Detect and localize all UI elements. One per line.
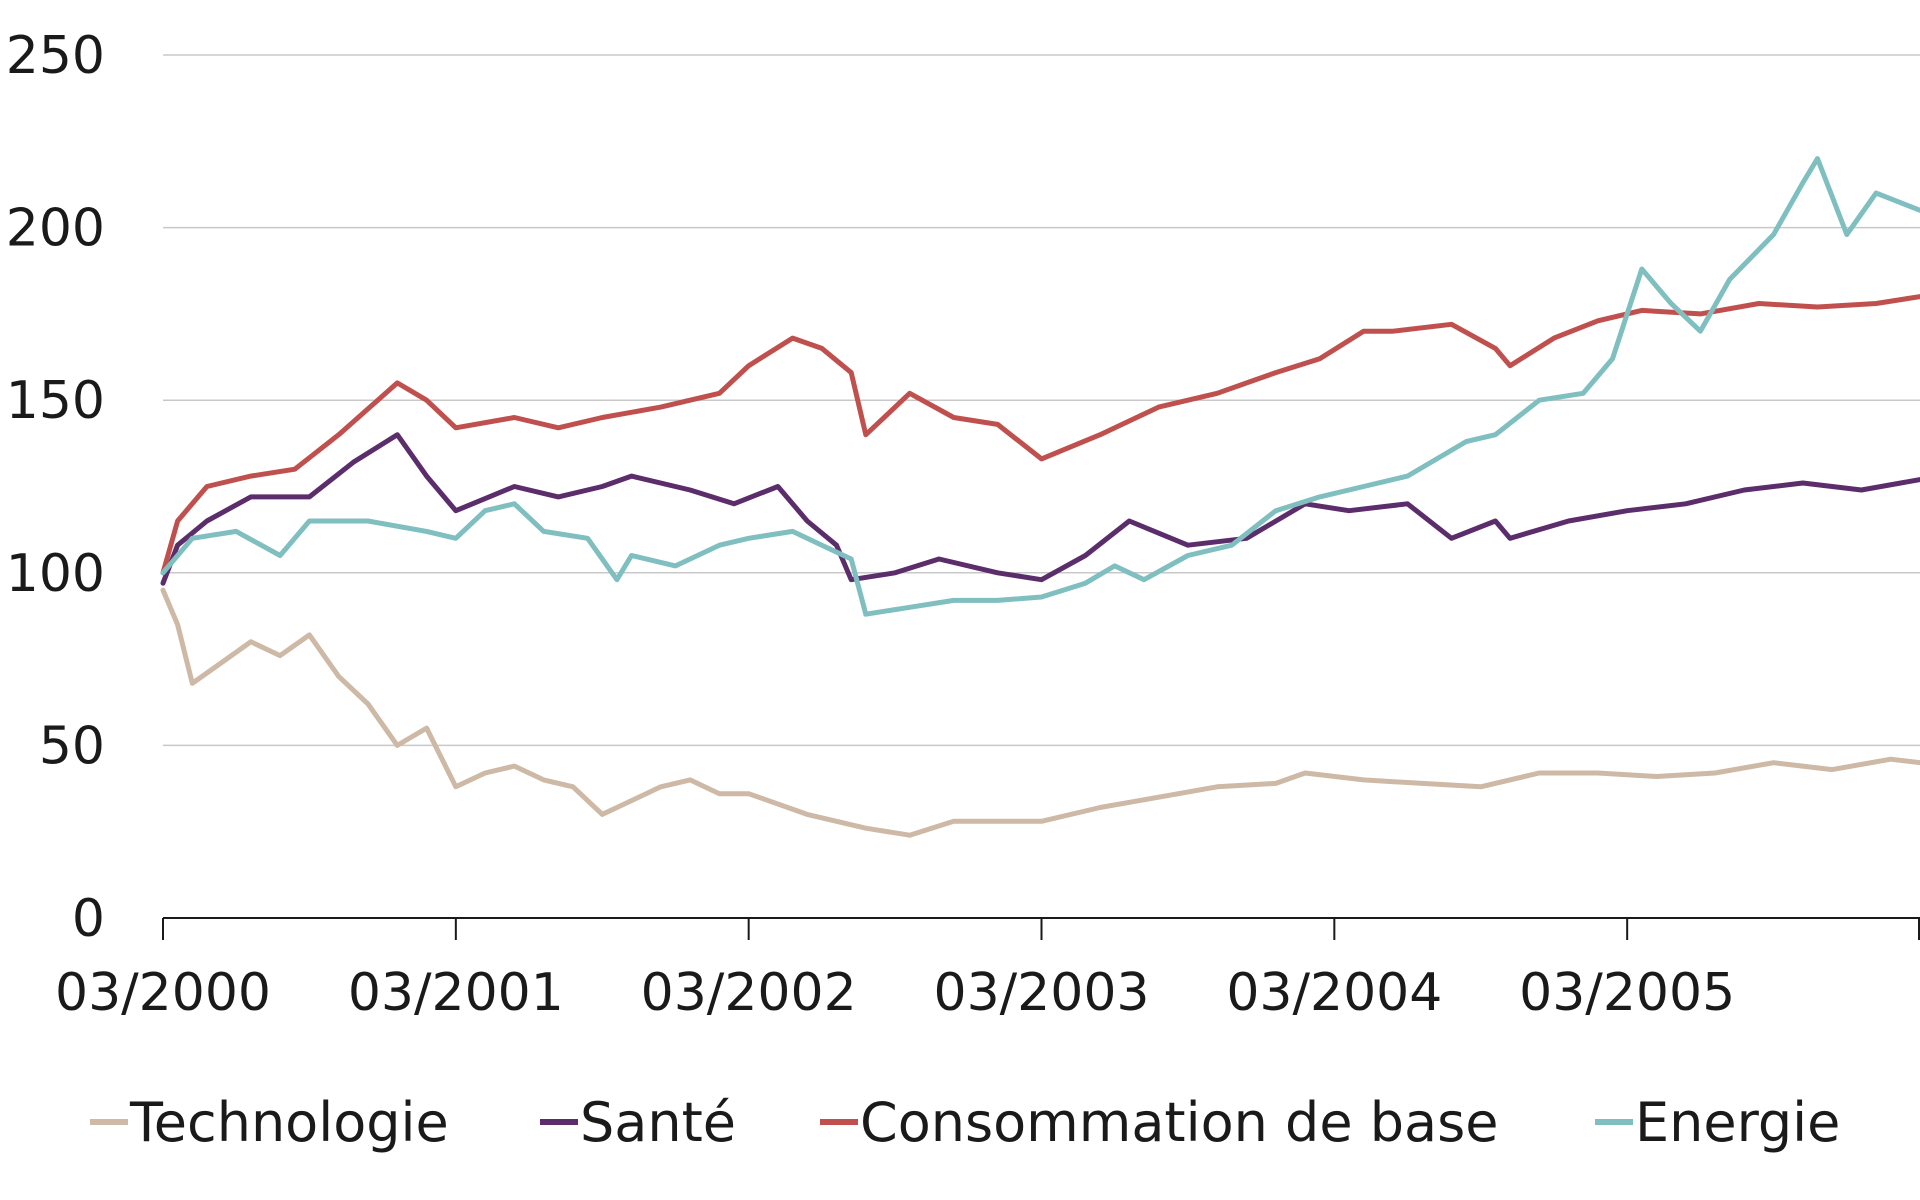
series-line-energie [160, 156, 1920, 617]
y-tick-label: 0 [72, 889, 105, 949]
legend-label: Consommation de base [860, 1091, 1498, 1154]
x-tick-label: 03/2002 [641, 963, 857, 1023]
legend: Technologie Santé Consommation de base Ener… [90, 1091, 1840, 1154]
x-tick-label: 03/2003 [933, 963, 1149, 1023]
legend-item: Santé [540, 1091, 736, 1154]
legend-label: Santé [580, 1091, 736, 1154]
series-line-sant- [160, 432, 1920, 586]
y-tick-label: 150 [6, 371, 105, 431]
y-tick-label: 50 [39, 716, 105, 776]
gridlines [163, 54, 1920, 747]
x-tick-label: 03/2004 [1226, 963, 1442, 1023]
y-tick-label: 250 [6, 26, 105, 86]
series-line-technologie [160, 587, 1920, 838]
legend-item: Technologie [90, 1091, 449, 1154]
legend-item: Energie [1595, 1091, 1840, 1154]
y-tick-label: 100 [6, 544, 105, 604]
x-tick-label: 03/2000 [55, 963, 271, 1023]
x-tick-label: 03/2001 [348, 963, 564, 1023]
legend-item: Consommation de base [820, 1091, 1498, 1154]
legend-label: Energie [1635, 1091, 1840, 1154]
legend-label: Technologie [129, 1091, 449, 1154]
axes: 0 50 100 150 200 250 03/2000 03/2001 03/2002 03/2… [6, 26, 1920, 1023]
y-tick-label: 200 [6, 199, 105, 259]
series-lines [160, 156, 1920, 838]
series-line-consommation-de-base [160, 294, 1920, 576]
x-tick-label: 03/2005 [1519, 963, 1735, 1023]
